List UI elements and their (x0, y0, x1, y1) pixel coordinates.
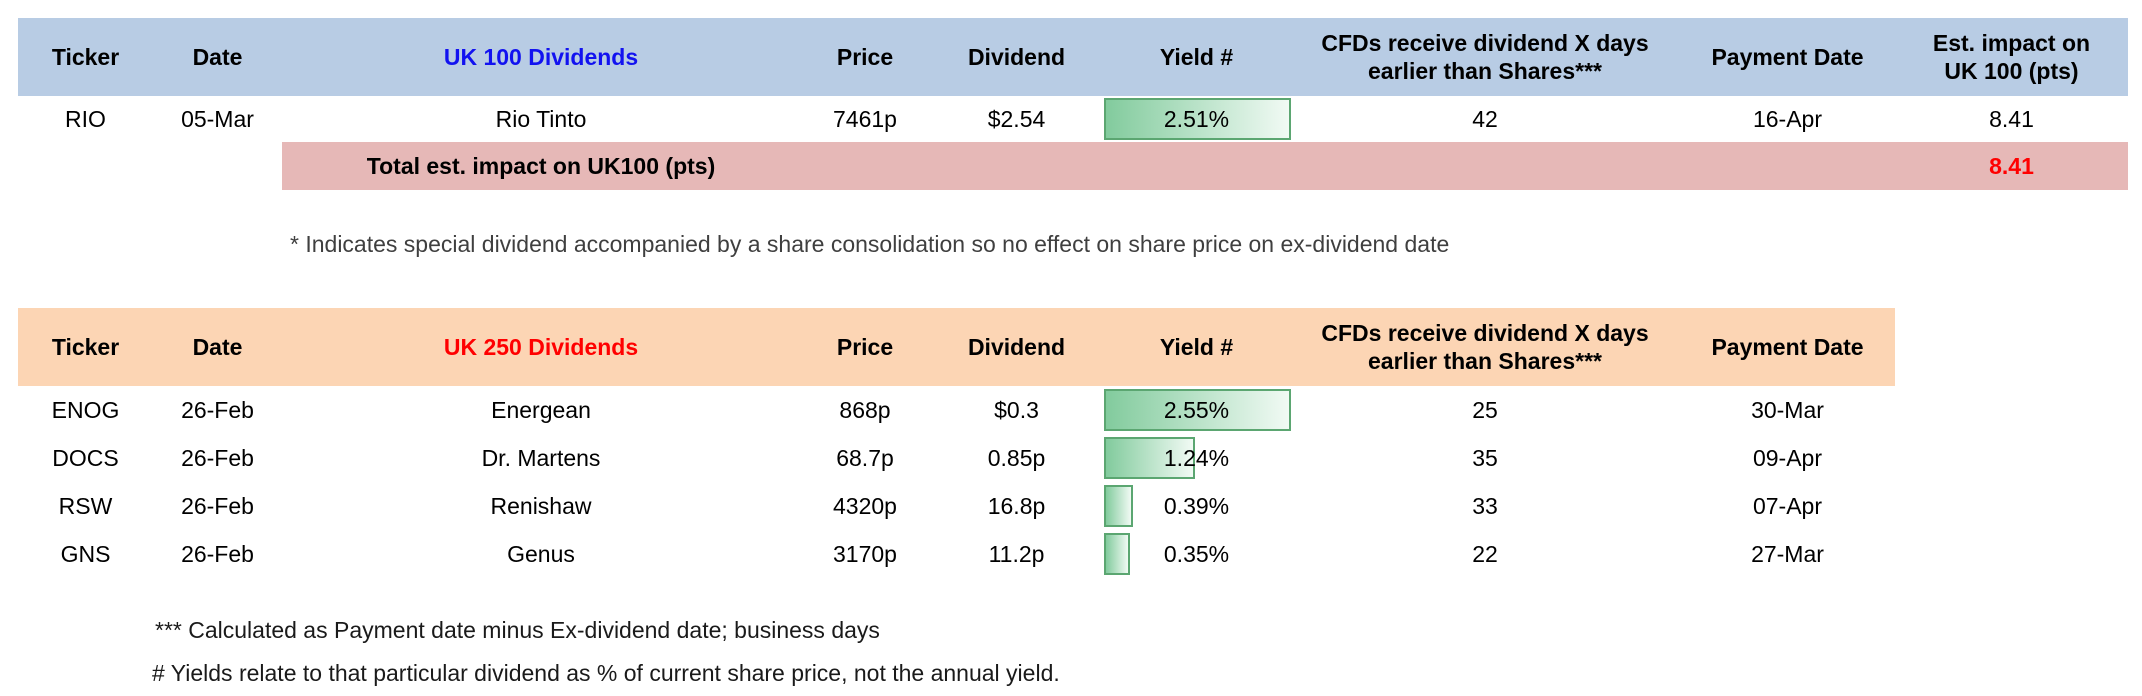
yield-value: 2.55% (1163, 396, 1230, 423)
footnote-yield-definition: # Yields relate to that particular divid… (152, 660, 1060, 686)
yield-value: 0.35% (1163, 540, 1230, 567)
cell-yield: 2.51% (1103, 96, 1291, 142)
cell-ticker: GNS (60, 540, 111, 567)
cell-date: 05-Mar (181, 105, 254, 132)
uk100-header-dividend: Dividend (967, 43, 1066, 70)
uk250-header-yield: Yield # (1159, 333, 1234, 360)
cell-cfds-days: 25 (1472, 396, 1498, 423)
total-impact-label: Total est. impact on UK100 (pts) (366, 152, 716, 179)
cell-date: 26-Feb (181, 444, 254, 471)
uk250-header-dividend: Dividend (967, 333, 1066, 360)
cell-date: 26-Feb (181, 540, 254, 567)
uk100-table-title: UK 100 Dividends (443, 43, 639, 70)
uk100-header-yield: Yield # (1159, 43, 1234, 70)
cell-ticker: ENOG (51, 396, 120, 423)
yield-value: 2.51% (1163, 105, 1230, 132)
yield-databar (1104, 533, 1130, 575)
cell-price: 68.7p (836, 444, 894, 471)
uk250-header-date: Date (192, 333, 243, 360)
yield-value: 1.24% (1163, 444, 1230, 471)
uk250-dividends-table: Ticker Date UK 250 Dividends Price Divid… (18, 308, 1895, 578)
table-row-enog: ENOG 26-Feb Energean 868p $0.3 2.55% 25 … (18, 386, 1895, 434)
footnote-payment-calc: *** Calculated as Payment date minus Ex-… (155, 617, 880, 643)
uk100-header-date: Date (192, 43, 243, 70)
uk100-header-payment: Payment Date (1711, 43, 1864, 70)
uk250-header-cfds: CFDs receive dividend X days earlier tha… (1321, 319, 1649, 374)
uk100-total-row: Total est. impact on UK100 (pts) 8.41 (18, 142, 2128, 190)
uk250-header-price: Price (836, 333, 894, 360)
cell-payment-date: 30-Mar (1751, 396, 1824, 423)
cell-ticker: RIO (65, 105, 106, 132)
cell-date: 26-Feb (181, 396, 254, 423)
uk250-table-title: UK 250 Dividends (443, 333, 639, 360)
cell-payment-date: 09-Apr (1752, 444, 1823, 471)
cell-yield: 1.24% (1103, 434, 1290, 482)
uk100-header-ticker: Ticker (51, 43, 120, 70)
cell-ticker: DOCS (52, 444, 119, 471)
yield-databar (1104, 98, 1291, 140)
table-row-docs: DOCS 26-Feb Dr. Martens 68.7p 0.85p 1.24… (18, 434, 1895, 482)
uk250-header-payment: Payment Date (1711, 333, 1864, 360)
uk100-header-row: Ticker Date UK 100 Dividends Price Divid… (18, 18, 2128, 96)
cell-price: 7461p (833, 105, 897, 132)
cell-company-name: Genus (507, 540, 575, 567)
cell-company-name: Rio Tinto (495, 105, 587, 132)
cell-cfds-days: 22 (1472, 540, 1498, 567)
uk250-header-ticker: Ticker (51, 333, 120, 360)
yield-databar (1104, 437, 1195, 479)
table-row-gns: GNS 26-Feb Genus 3170p 11.2p 0.35% 22 27… (18, 530, 1895, 578)
cell-ticker: RSW (58, 492, 113, 519)
yield-databar (1104, 485, 1133, 527)
cell-cfds-days: 42 (1472, 105, 1498, 132)
uk250-header-row: Ticker Date UK 250 Dividends Price Divid… (18, 308, 1895, 386)
cell-yield: 2.55% (1103, 386, 1291, 434)
uk100-dividends-table: Ticker Date UK 100 Dividends Price Divid… (18, 18, 2128, 190)
yield-databar (1104, 389, 1291, 431)
cell-company-name: Energean (491, 396, 591, 423)
cell-dividend: $2.54 (987, 105, 1046, 132)
cell-payment-date: 27-Mar (1751, 540, 1824, 567)
uk100-header-cfds: CFDs receive dividend X days earlier tha… (1321, 29, 1649, 84)
uk100-header-price: Price (836, 43, 894, 70)
cell-dividend: 16.8p (987, 492, 1046, 519)
yield-value: 0.39% (1163, 492, 1230, 519)
cell-cfds-days: 33 (1472, 492, 1498, 519)
cell-company-name: Dr. Martens (481, 444, 601, 471)
cell-dividend: 11.2p (988, 540, 1045, 567)
cell-dividend: 0.85p (987, 444, 1046, 471)
cell-dividend: $0.3 (994, 396, 1039, 423)
cell-payment-date: 16-Apr (1752, 105, 1823, 132)
cell-price: 4320p (833, 492, 897, 519)
cell-price: 868p (839, 396, 891, 423)
table-row-rsw: RSW 26-Feb Renishaw 4320p 16.8p 0.39% 33… (18, 482, 1895, 530)
cell-est-impact: 8.41 (1989, 105, 2034, 132)
cell-yield: 0.35% (1103, 530, 1290, 578)
cell-company-name: Renishaw (490, 492, 592, 519)
cell-payment-date: 07-Apr (1752, 492, 1823, 519)
total-row-highlight (282, 142, 2128, 190)
special-dividend-note: * Indicates special dividend accompanied… (290, 231, 1450, 257)
total-impact-value: 8.41 (1989, 152, 2034, 179)
uk100-header-impact: Est. impact on UK 100 (pts) (1932, 29, 2091, 84)
cell-price: 3170p (833, 540, 897, 567)
table-row-rio: RIO 05-Mar Rio Tinto 7461p $2.54 2.51% 4… (18, 96, 2128, 142)
cell-yield: 0.39% (1103, 482, 1290, 530)
cell-date: 26-Feb (181, 492, 254, 519)
cell-cfds-days: 35 (1472, 444, 1498, 471)
